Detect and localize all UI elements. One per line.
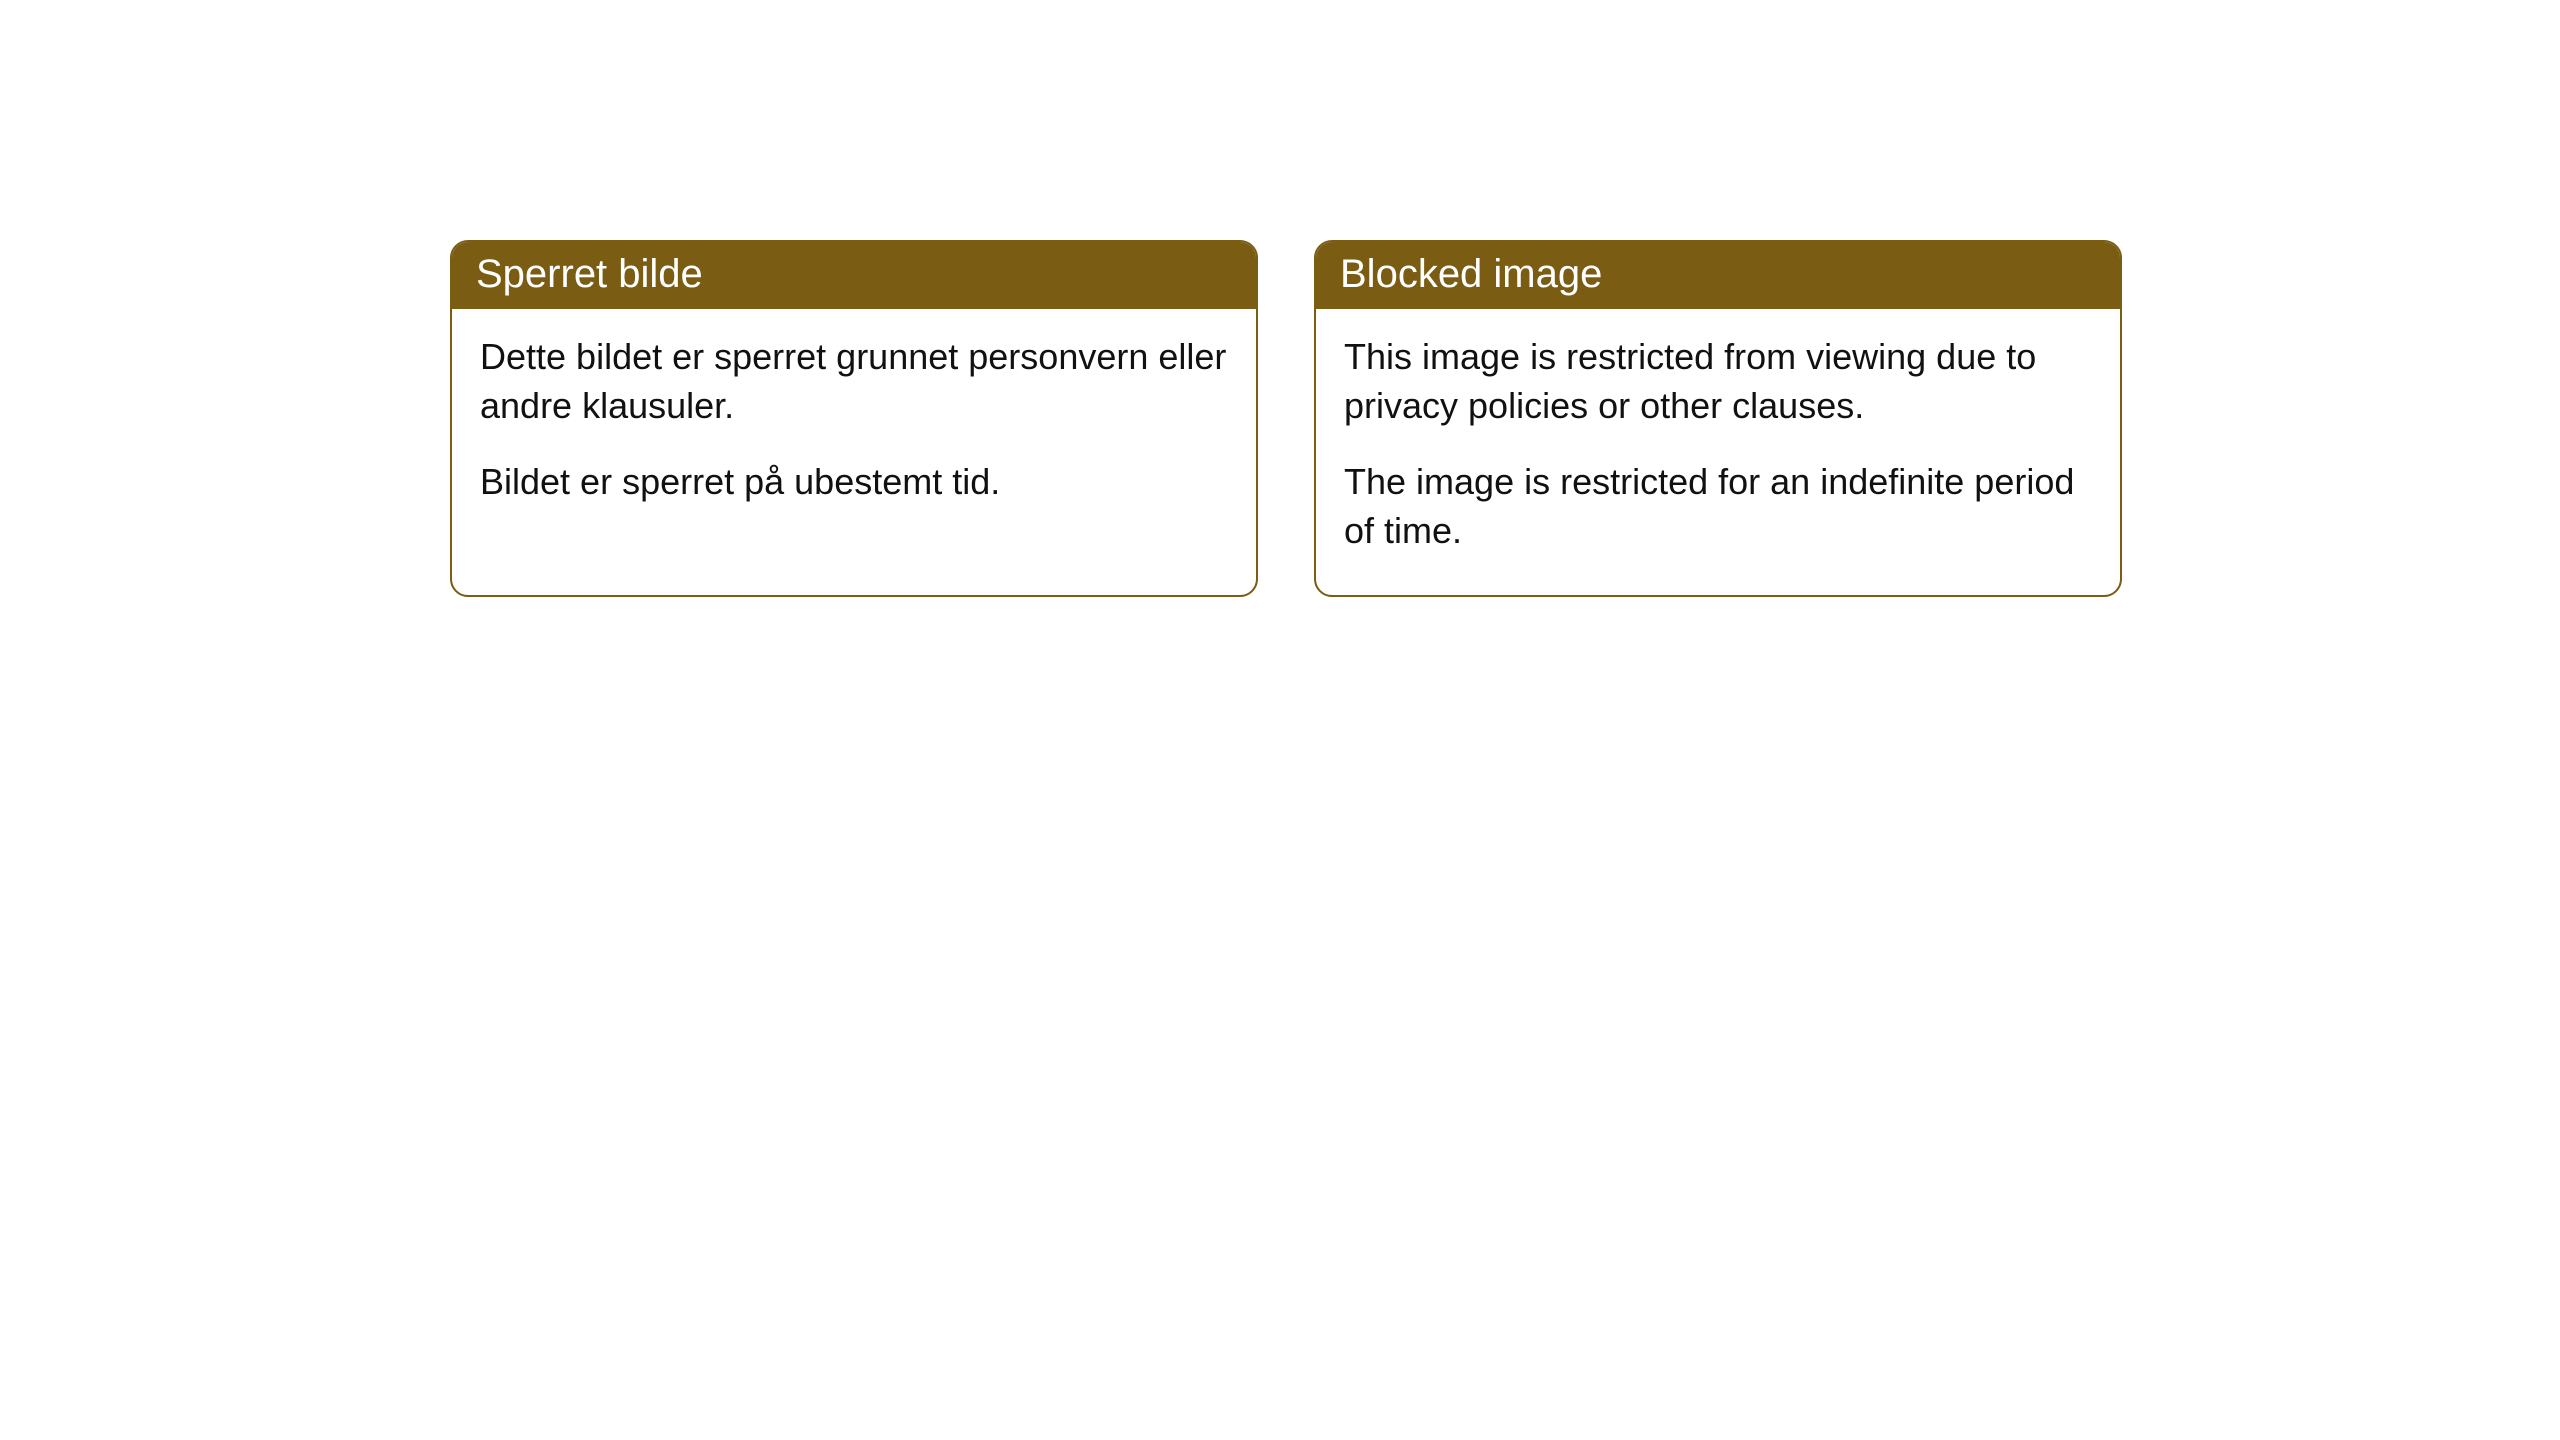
card-body: This image is restricted from viewing du… bbox=[1316, 309, 2120, 595]
notice-text-line1: Dette bildet er sperret grunnet personve… bbox=[480, 333, 1228, 430]
blocked-image-card-norwegian: Sperret bilde Dette bildet er sperret gr… bbox=[450, 240, 1258, 597]
card-header: Blocked image bbox=[1316, 242, 2120, 309]
notice-text-line1: This image is restricted from viewing du… bbox=[1344, 333, 2092, 430]
notice-cards-container: Sperret bilde Dette bildet er sperret gr… bbox=[450, 240, 2560, 597]
card-header: Sperret bilde bbox=[452, 242, 1256, 309]
notice-text-line2: The image is restricted for an indefinit… bbox=[1344, 458, 2092, 555]
card-body: Dette bildet er sperret grunnet personve… bbox=[452, 309, 1256, 547]
notice-text-line2: Bildet er sperret på ubestemt tid. bbox=[480, 458, 1228, 507]
blocked-image-card-english: Blocked image This image is restricted f… bbox=[1314, 240, 2122, 597]
